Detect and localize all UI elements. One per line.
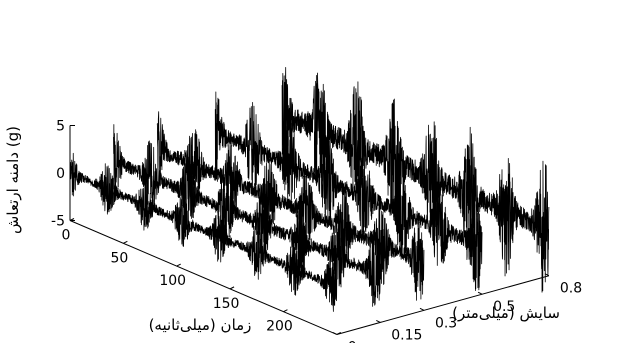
x-tick-mark — [176, 263, 181, 267]
x-tick-mark — [336, 332, 342, 335]
series-trace-0.5 — [214, 91, 483, 291]
x-tick-mark — [283, 309, 288, 313]
z-tick-label: -5 — [51, 214, 65, 230]
y-tick-label: 0.8 — [560, 281, 582, 297]
y-axis-line — [336, 275, 550, 335]
x-axis-title: زمان (میلی‌ثانیه) — [149, 316, 252, 334]
x-tick-label: 250 — [319, 341, 346, 343]
y-tick-label: 0 — [348, 339, 357, 343]
x-tick-mark — [69, 218, 75, 221]
y-tick-mark — [332, 332, 338, 335]
series-trace-0.15 — [113, 124, 381, 307]
series-trace-0 — [69, 152, 338, 312]
y-axis-title: سایش (میلی‌متر) — [452, 304, 560, 322]
x-tick-label: 0 — [62, 228, 71, 244]
x-tick-label: 150 — [213, 296, 240, 312]
y-tick-label: 0.15 — [391, 327, 422, 343]
y-tick-mark — [376, 319, 381, 323]
traces-layer — [69, 67, 550, 312]
y-tick-mark — [419, 307, 425, 311]
axes-layer — [69, 125, 550, 335]
y-tick-label: 0.3 — [435, 315, 457, 331]
y-tick-mark — [477, 291, 483, 295]
x-tick-label: 200 — [266, 319, 293, 335]
z-tick-label: 5 — [56, 119, 65, 135]
x-tick-label: 100 — [159, 273, 186, 289]
x-tick-label: 50 — [110, 250, 128, 266]
z-axis-title: دامنه ارتعاش (g) — [4, 126, 22, 234]
x-tick-mark — [229, 286, 235, 290]
x-axis-line — [69, 220, 337, 335]
y-tick-label: 0.5 — [493, 299, 515, 315]
x-tick-mark — [123, 240, 128, 244]
z-tick-label: 0 — [56, 166, 65, 182]
